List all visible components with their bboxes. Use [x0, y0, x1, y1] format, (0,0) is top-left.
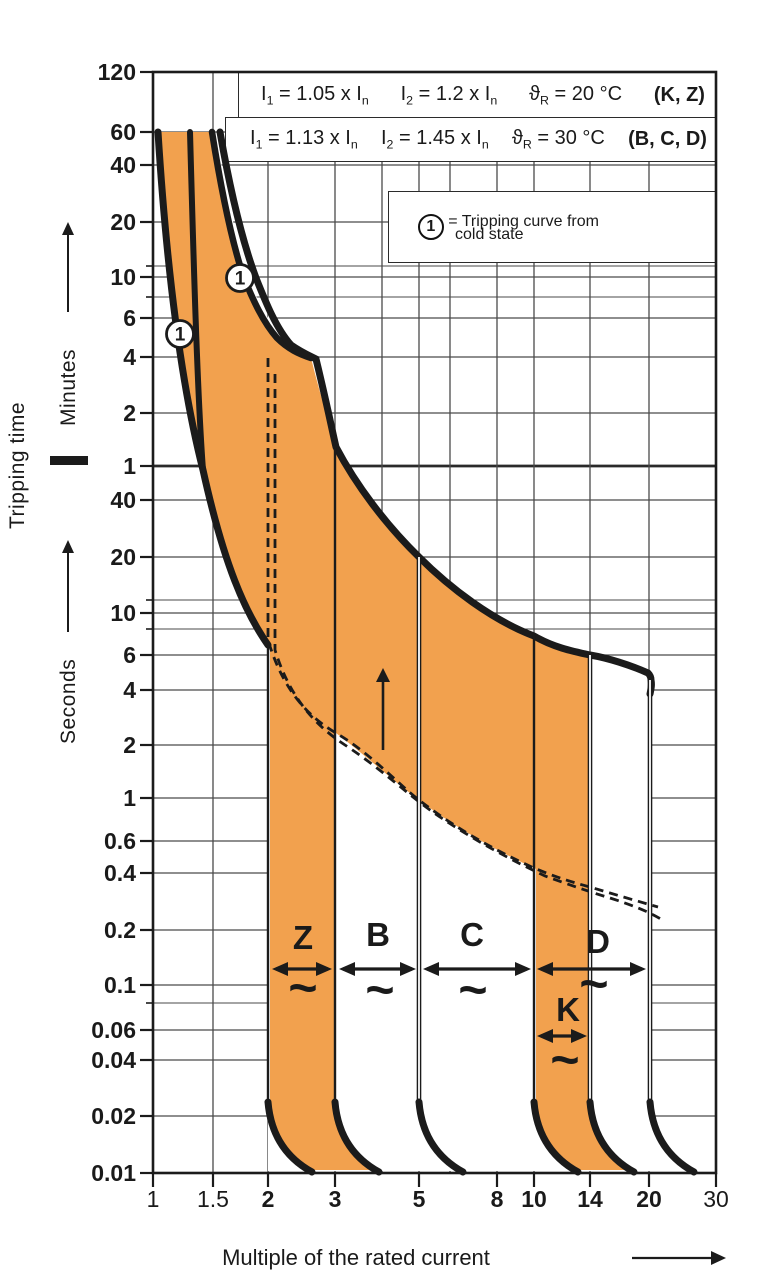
- x-tick-label: 10: [521, 1186, 547, 1212]
- y-axis-title: Tripping time: [6, 401, 29, 529]
- underhook-white-2: [268, 1102, 304, 1169]
- instantaneous-hook-curve: [264, 1098, 316, 1176]
- y-tick-label: 0.2: [104, 917, 136, 943]
- cold-curve-kz: [187, 129, 206, 473]
- x-axis-title: Multiple of the rated current: [222, 1245, 490, 1270]
- instantaneous-hook-curve: [415, 1098, 467, 1176]
- x-tick-label: 5: [412, 1186, 426, 1212]
- band-letter-c: C: [460, 916, 484, 953]
- ac-tilde-icon: ~: [365, 961, 395, 1018]
- ac-tilde-icon: ~: [288, 959, 318, 1016]
- x-tick-label: 14: [577, 1186, 603, 1212]
- y-tick-label: 0.1: [104, 972, 136, 998]
- y-tick-label: 1: [123, 785, 136, 811]
- curve-marker-circled-one: [225, 263, 255, 293]
- y-tick-label: 0.01: [91, 1160, 136, 1186]
- curve-marker-circled-one: [165, 319, 195, 349]
- arrowhead-icon: [515, 962, 531, 976]
- y-tick-label: 0.6: [104, 828, 136, 854]
- arrowhead-icon: [423, 962, 439, 976]
- x-tick-label: 3: [328, 1186, 342, 1212]
- instantaneous-hook-curve: [586, 1098, 638, 1176]
- formula-theta-kz: ϑR = 20 °C: [529, 82, 623, 108]
- ac-tilde-icon: ~: [458, 961, 488, 1018]
- arrowhead-icon: [339, 962, 355, 976]
- formula-i2-kz: I2 = 1.2 x In: [400, 82, 498, 108]
- y-tick-label: 120: [97, 59, 136, 85]
- curve-marker-digit: 1: [175, 325, 186, 346]
- formula-theta-bcd: ϑR = 30 °C: [511, 127, 605, 152]
- y-tick-label: 4: [123, 344, 136, 370]
- y-tick-label: 20: [110, 544, 136, 570]
- band-columns-white: [268, 307, 650, 1171]
- y-tick-label: 0.4: [104, 860, 136, 886]
- legend-row-kz: I1 = 1.05 x In I2 = 1.2 x In ϑR = 20 °C …: [238, 72, 716, 118]
- y-tick-label: 40: [110, 152, 136, 178]
- types-kz: (K, Z): [653, 83, 705, 106]
- white-sliver-between-cold-curves: [214, 149, 293, 350]
- x-tick-label: 1: [146, 1186, 160, 1212]
- formula-i1-kz: I1 = 1.05 x In: [261, 82, 369, 108]
- y-tick-label: 0.02: [91, 1103, 136, 1129]
- curve-marker-digit: 1: [235, 269, 246, 290]
- y-tick-label: 40: [110, 487, 136, 513]
- cold-state-note-line2: cold state: [455, 226, 524, 243]
- x-tick-label: 2: [261, 1186, 275, 1212]
- instantaneous-hook-curve: [331, 1098, 383, 1176]
- y-tick-label: 0.04: [91, 1047, 136, 1073]
- warm-curve-dashed-lower: [273, 374, 665, 923]
- ac-tilde-icon: ~: [579, 955, 609, 1012]
- formula-i2-bcd: I2 = 1.45 x In: [380, 127, 489, 152]
- arrowhead-icon: [272, 962, 288, 976]
- y-tick-label: 10: [110, 600, 136, 626]
- types-bcd: (B, C, D): [628, 128, 707, 150]
- warm-curve-dashed-upper: [266, 358, 659, 909]
- arrowhead-icon: [630, 962, 646, 976]
- band-letter-d: D: [586, 923, 610, 960]
- x-tick-label: 20: [636, 1186, 662, 1212]
- y-tick-label: 4: [123, 677, 136, 703]
- y-tick-label: 20: [110, 209, 136, 235]
- y-tick-label: 60: [110, 119, 136, 145]
- band-letter-k: K: [556, 991, 580, 1028]
- y-tick-label: 1: [123, 453, 136, 479]
- band-letter-z: Z: [292, 919, 314, 956]
- arrowhead-icon: [537, 962, 553, 976]
- z-band-orange: [270, 632, 374, 1170]
- y-tick-label: 0.06: [91, 1017, 136, 1043]
- cold-curve-bcd-inner: [208, 128, 315, 362]
- y-tick-label: 6: [123, 305, 136, 331]
- k-band-orange: [536, 860, 628, 1170]
- thermal-lower-kz-curve: [154, 128, 272, 649]
- arrowhead-icon: [316, 962, 332, 976]
- y-tick-label: 2: [123, 732, 136, 758]
- instantaneous-hook-curve: [646, 1098, 698, 1176]
- formula-i1-bcd: I1 = 1.13 x In: [250, 127, 358, 152]
- instantaneous-hook-curve: [530, 1098, 582, 1176]
- minutes-unit-label: Minutes: [57, 348, 80, 426]
- y-tick-label: 10: [110, 264, 136, 290]
- x-axis-arrowhead-icon: [711, 1251, 726, 1265]
- arrowhead-icon: [400, 962, 416, 976]
- legend-row-bcd: I1 = 1.13 x In I2 = 1.45 x In ϑR = 30 °C…: [225, 117, 716, 162]
- x-tick-label: 1.5: [197, 1186, 229, 1212]
- up-arrowhead-icon: [376, 668, 390, 682]
- underhook-white-10: [534, 1102, 570, 1169]
- seconds-unit-label: Seconds: [57, 658, 80, 744]
- circled-one-icon: 1: [417, 214, 444, 240]
- x-tick-label: 8: [490, 1186, 504, 1212]
- x-tick-label: 30: [703, 1186, 729, 1212]
- y-tick-label: 2: [123, 400, 136, 426]
- y-tick-label: 6: [123, 642, 136, 668]
- ac-tilde-icon: ~: [550, 1031, 580, 1088]
- band-letter-b: B: [366, 916, 390, 953]
